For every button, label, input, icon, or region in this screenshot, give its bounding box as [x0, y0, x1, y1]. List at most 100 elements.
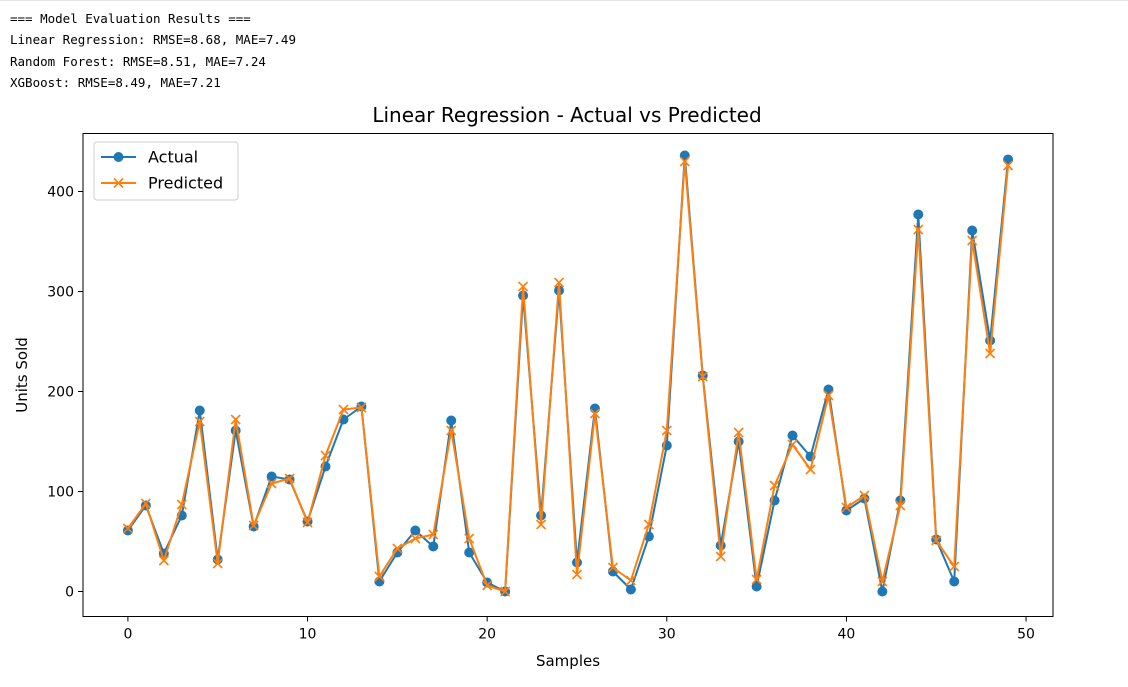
data-point — [553, 277, 565, 288]
data-point — [266, 471, 277, 482]
data-point — [464, 533, 475, 544]
data-point — [751, 581, 762, 592]
data-point — [266, 478, 277, 489]
data-point — [464, 547, 475, 558]
output-line: === Model Evaluation Results === — [10, 11, 251, 26]
data-point — [625, 584, 636, 595]
data-point — [356, 402, 367, 413]
y-tick-label: 300 — [47, 285, 74, 301]
data-point — [392, 543, 403, 554]
data-point — [410, 533, 421, 544]
data-point — [643, 519, 654, 530]
data-point — [194, 405, 205, 416]
data-point — [913, 224, 924, 235]
data-point — [625, 575, 636, 586]
data-point — [482, 580, 493, 591]
data-point — [374, 571, 385, 582]
data-point — [877, 586, 888, 597]
data-point — [589, 403, 600, 414]
data-point — [949, 576, 960, 587]
data-point — [985, 348, 996, 359]
data-point — [212, 558, 223, 569]
data-point — [194, 416, 205, 427]
output-line: XGBoost: RMSE=8.49, MAE=7.21 — [10, 74, 221, 90]
legend-marker — [113, 177, 124, 189]
evaluation-output: === Model Evaluation Results === Linear R… — [10, 8, 296, 93]
x-tick-label: 20 — [478, 627, 496, 643]
data-point — [428, 541, 439, 552]
data-point — [535, 519, 547, 530]
data-point — [374, 576, 385, 587]
data-point — [697, 371, 708, 382]
data-point — [733, 427, 744, 438]
data-point — [607, 562, 618, 573]
data-point — [500, 586, 511, 597]
data-point — [176, 499, 187, 510]
x-axis-label: Samples — [536, 652, 600, 670]
legend-marker — [113, 152, 124, 162]
y-tick-label: 400 — [47, 185, 74, 201]
data-point — [518, 281, 529, 292]
data-point — [248, 520, 259, 531]
data-point — [302, 517, 313, 528]
data-point — [967, 235, 978, 246]
series-actual — [122, 150, 1014, 597]
data-point — [284, 473, 295, 484]
y-tick-label: 0 — [65, 585, 74, 601]
data-point — [446, 425, 457, 436]
data-point — [895, 500, 906, 511]
data-point — [787, 439, 798, 450]
x-tick-label: 30 — [658, 627, 676, 643]
data-point — [931, 535, 942, 546]
data-point — [571, 569, 583, 580]
data-point — [410, 525, 421, 536]
data-point — [841, 502, 852, 513]
data-point — [769, 480, 780, 491]
data-point — [320, 450, 331, 461]
series-predicted — [122, 156, 1014, 597]
legend-label: Actual — [148, 148, 198, 167]
data-point — [949, 561, 960, 572]
data-point — [661, 425, 672, 436]
data-point — [859, 490, 870, 501]
x-tick-label: 50 — [1017, 627, 1035, 643]
data-point — [715, 551, 726, 562]
data-point — [122, 523, 133, 534]
cell-top-border — [0, 0, 1128, 1]
data-point — [823, 390, 834, 401]
legend-label: Predicted — [148, 174, 223, 193]
data-point — [751, 574, 762, 585]
data-point — [158, 555, 169, 566]
plot-area — [82, 133, 1054, 617]
data-point — [589, 408, 601, 419]
series-line — [127, 160, 1010, 593]
data-point — [913, 209, 924, 220]
axis-ticks: 0 10 20 30 40 50 0 100 200 300 400 — [47, 185, 1035, 643]
y-tick-label: 200 — [47, 385, 74, 401]
data-point — [967, 225, 978, 236]
x-tick-label: 0 — [123, 627, 132, 643]
data-point — [428, 529, 439, 540]
data-point — [230, 414, 241, 425]
series-line — [127, 154, 1010, 593]
data-point — [679, 156, 690, 167]
data-point — [122, 525, 133, 536]
output-line: Linear Regression: RMSE=8.68, MAE=7.49 — [10, 32, 296, 48]
data-point — [787, 430, 798, 441]
data-point — [877, 576, 888, 587]
legend: Actual Predicted — [93, 141, 239, 201]
x-tick-label: 10 — [299, 627, 317, 643]
x-tick-label: 40 — [838, 627, 856, 643]
data-point — [446, 415, 457, 426]
data-point — [805, 464, 816, 475]
data-point — [140, 498, 151, 509]
y-axis-label: Units Sold — [13, 337, 31, 413]
series-layer — [122, 150, 1014, 597]
y-tick-label: 100 — [47, 485, 74, 501]
data-point — [1003, 160, 1014, 171]
chart-title: Linear Regression - Actual vs Predicted — [372, 103, 761, 127]
data-point — [841, 505, 852, 516]
output-line: Random Forest: RMSE=8.51, MAE=7.24 — [10, 53, 266, 69]
data-point — [338, 404, 349, 415]
